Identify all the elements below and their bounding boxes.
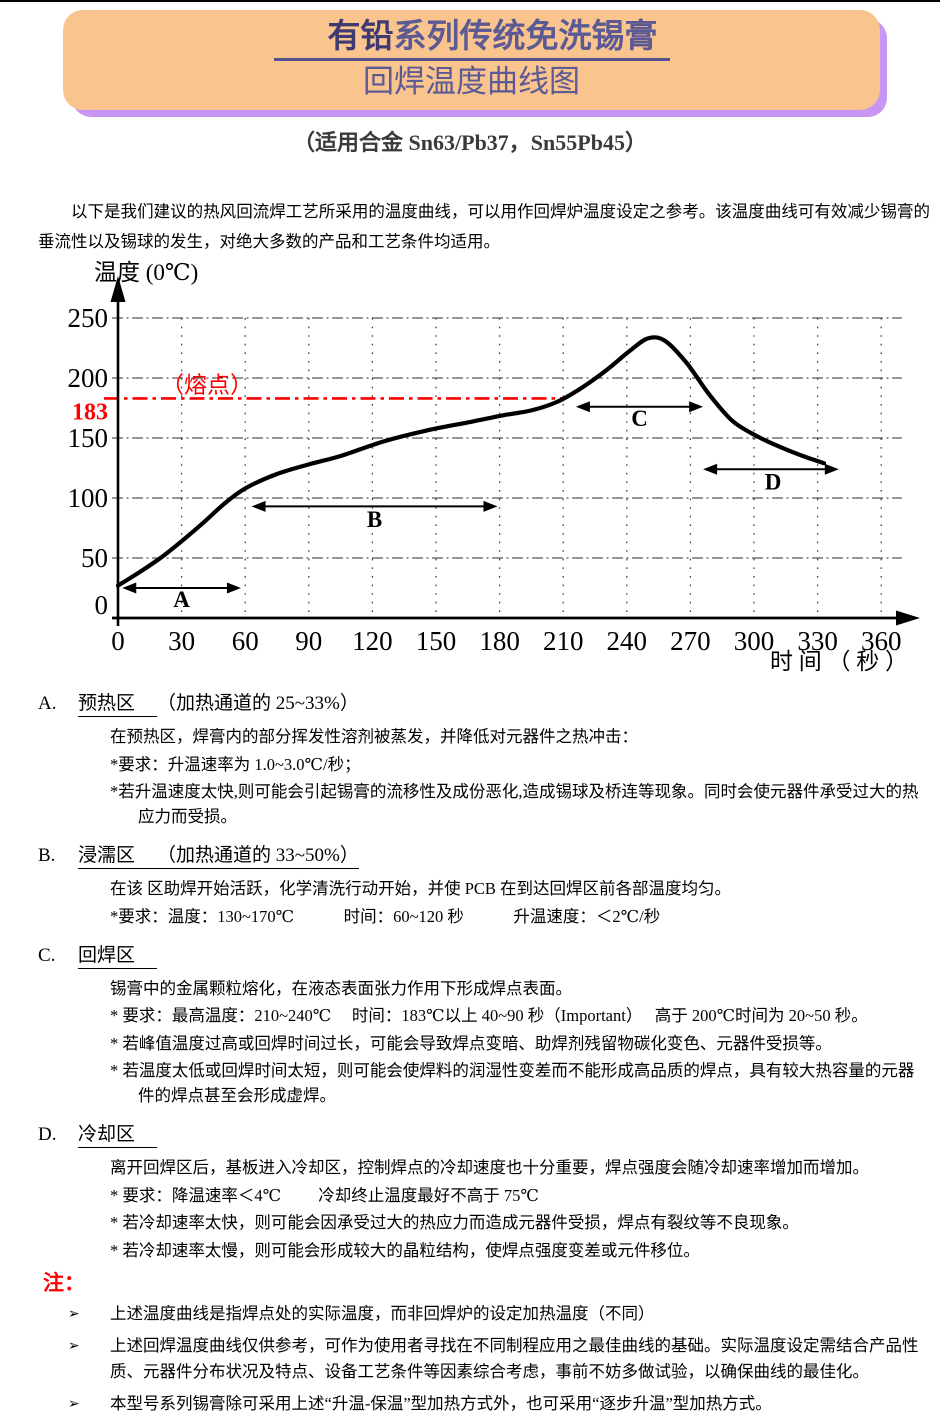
section-line: *要求：温度：130~170℃ 时间：60~120 秒 升温速度：＜2℃/秒 [110, 906, 661, 926]
zone-arrowhead-left-icon [122, 582, 137, 594]
section-title: 预热区 [78, 693, 158, 718]
x-axis-arrow-icon [896, 610, 920, 626]
section-line: *若升温速度太快,则可能会引起锡膏的流移性及成份恶化,造成锡球及桥连等现象。同时… [110, 782, 919, 827]
section-line: * 若冷却速率太快，则可能会因承受过大的热应力而造成元器件受损，焊点有裂纹等不良… [110, 1213, 799, 1233]
section-letter: C. [38, 944, 56, 966]
note-item: ➢ 本型号系列锡膏除可采用上述“升温-保温”型加热方式外，也可采用“逐步升温”型加… [38, 1391, 926, 1417]
section-letter: D. [38, 1124, 57, 1146]
zone-label-D: D [765, 470, 782, 495]
section-heading: D. 冷却区 [38, 1119, 926, 1149]
subtitle-alloy: （适用合金 Sn63/Pb37，Sn55Pb45） [293, 130, 647, 155]
y-tick-label: 200 [68, 363, 109, 393]
section-letter: A. [38, 693, 57, 715]
section-title: 浸濡区 [78, 845, 158, 870]
section-d: D. 冷却区离开回焊区后，基板进入冷却区，控制焊点的冷却速度也十分重要，焊点强度会… [38, 1119, 926, 1263]
x-tick-label: 300 [734, 626, 775, 656]
x-tick-label: 180 [479, 626, 519, 656]
melting-point-annotation: （熔点） [161, 373, 253, 398]
section-line: 在该 区助焊开始活跃，化学清洗行动开始，并使 PCB 在到达回焊区前各部温度均匀… [110, 879, 732, 899]
zone-label-B: B [367, 507, 382, 532]
note-text: 本型号系列锡膏除可采用上述“升温-保温”型加热方式外，也可采用“逐步升温”型加热… [110, 1393, 772, 1413]
x-tick-label: 0 [111, 626, 125, 656]
x-tick-label: 150 [416, 626, 457, 656]
note-item: ➢ 上述温度曲线是指焊点处的实际温度，而非回焊炉的设定加热温度（不同） [38, 1301, 926, 1327]
title-underline: 有铅系列传统免洗锡膏 [273, 17, 670, 61]
section-title-suffix: （加热通道的 33~50%） [157, 845, 359, 870]
y-tick-label: 50 [81, 543, 108, 573]
section-line: *要求：升温速率为 1.0~3.0℃/秒； [110, 754, 361, 774]
reflow-profile-chart: （熔点） 183 0 50 100 150 200 250 0 30 60 90 120 150 180 21… [68, 260, 920, 674]
note-item: ➢ 上述回焊温度曲线仅供参考，可作为使用者寻找在不同制程应用之最佳曲线的基础。实际… [38, 1333, 926, 1384]
x-tick-label: 90 [295, 626, 322, 656]
note-text: 上述温度曲线是指焊点处的实际温度，而非回焊炉的设定加热温度（不同） [110, 1304, 655, 1324]
section-c: C. 回焊区锡膏中的金属颗粒熔化，在液态表面张力作用下形成焊点表面。 * 要求：最高… [38, 940, 926, 1109]
zone-arrowhead-left-icon [703, 464, 718, 476]
title-rest: 系列传统免洗锡膏 [393, 19, 658, 55]
section-line: * 若温度太低或回焊时间太短，则可能会使焊料的润湿性变差而不能形成高品质的焊点，… [110, 1061, 915, 1106]
section-title: 冷却区 [78, 1124, 158, 1149]
section-heading: B. 浸濡区 （加热通道的 33~50%） [38, 840, 926, 870]
note-text: 上述回焊温度曲线仅供参考，可作为使用者寻找在不同制程应用之最佳曲线的基础。实际温… [110, 1336, 919, 1381]
zone-label-A: A [173, 588, 190, 613]
y-tick-label: 150 [68, 423, 109, 453]
x-tick-label: 330 [797, 626, 838, 656]
notes-section: 注： ➢ 上述温度曲线是指焊点处的实际温度，而非回焊炉的设定加热温度（不同） ➢ 上述… [38, 1271, 926, 1417]
zone-label-C: C [631, 406, 648, 431]
y-tick-label: 0 [95, 590, 109, 620]
chart-container: （熔点） 183 0 50 100 150 200 250 0 30 60 90 120 150 180 21… [56, 260, 940, 677]
x-tick-label: 30 [168, 626, 195, 656]
section-heading: A. 预热区 （加热通道的 25~33%） [38, 688, 926, 718]
section-a: A. 预热区 （加热通道的 25~33%） 在预热区，焊膏内的部分挥发性溶剂被蒸发，并… [38, 688, 926, 829]
zone-arrowhead-right-icon [824, 464, 839, 476]
arrowhead-bullet-icon: ➢ [68, 1338, 80, 1355]
y-axis-arrow-icon [110, 276, 126, 303]
zone-arrowhead-left-icon [575, 401, 590, 413]
x-tick-label: 210 [543, 626, 584, 656]
arrowhead-bullet-icon: ➢ [68, 1395, 80, 1412]
section-title: 回焊区 [78, 944, 158, 969]
section-title-suffix: （加热通道的 25~33%） [157, 693, 359, 715]
zone-descriptions: A. 预热区 （加热通道的 25~33%） 在预热区，焊膏内的部分挥发性溶剂被蒸发，并… [38, 688, 926, 1263]
x-tick-label: 270 [670, 626, 711, 656]
zone-arrowhead-right-icon [689, 401, 704, 413]
title-line-2: 回焊温度曲线图 [363, 64, 580, 99]
intro-paragraph: 以下是我们建议的热风回流焊工艺所采用的温度曲线，可以用作回焊炉温度设定之参考。该… [38, 202, 930, 251]
x-tick-label: 120 [352, 626, 393, 656]
title-box: 有铅系列传统免洗锡膏 回焊温度曲线图 [63, 10, 880, 110]
zone-arrowhead-right-icon [483, 501, 498, 513]
section-letter: B. [38, 845, 56, 867]
section-heading: C. 回焊区 [38, 940, 926, 969]
x-tick-label: 360 [861, 626, 902, 656]
notes-title: 注： [43, 1270, 85, 1295]
section-line: 锡膏中的金属颗粒熔化，在液态表面张力作用下形成焊点表面。 [110, 978, 572, 998]
section-line: * 若峰值温度过高或回焊时间过长，可能会导致焊点变暗、助焊剂残留物碳化变色、元器… [110, 1033, 832, 1053]
y-tick-label: 100 [68, 483, 109, 513]
section-line: * 要求：降温速率＜4℃ 冷却终止温度最好不高于 75℃ [110, 1185, 539, 1205]
title-highlight: 有铅 [327, 19, 394, 55]
y-axis-title: 温度 (0℃) [94, 260, 198, 285]
x-axis-title: 时 间 （ 秒 ） [770, 649, 908, 672]
section-line: * 要求：最高温度：210~240℃ 时间：183℃以上 40~90 秒（Imp… [110, 1006, 868, 1026]
melting-point-value: 183 [72, 400, 108, 426]
title-line-1: 有铅系列传统免洗锡膏 [63, 17, 880, 61]
section-b: B. 浸濡区 （加热通道的 33~50%） 在该 区助焊开始活跃，化学清洗行动开始，并… [38, 840, 926, 929]
temperature-curve [115, 335, 827, 589]
section-line: * 若冷却速率太慢，则可能会形成较大的晶粒结构，使焊点强度变差或元件移位。 [110, 1240, 700, 1260]
zone-arrowhead-right-icon [226, 582, 241, 594]
section-line: 离开回焊区后，基板进入冷却区，控制焊点的冷却速度也十分重要，焊点强度会随冷却速率… [110, 1158, 869, 1178]
zone-arrowhead-left-icon [251, 501, 266, 513]
y-tick-label: 250 [68, 303, 109, 333]
notes-list: ➢ 上述温度曲线是指焊点处的实际温度，而非回焊炉的设定加热温度（不同） ➢ 上述回焊温… [38, 1301, 926, 1416]
section-line: 在预热区，焊膏内的部分挥发性溶剂被蒸发，并降低对元器件之热冲击： [110, 727, 638, 747]
x-tick-label: 60 [232, 626, 259, 656]
x-tick-label: 240 [607, 626, 648, 656]
arrowhead-bullet-icon: ➢ [68, 1306, 80, 1323]
